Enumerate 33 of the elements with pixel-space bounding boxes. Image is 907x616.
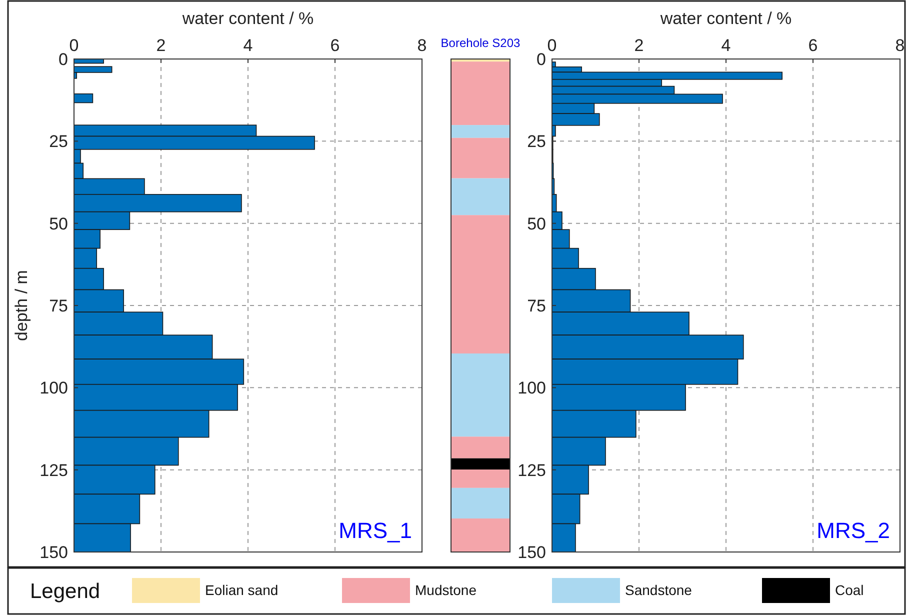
y-tick-label: 100 [40, 378, 68, 398]
legend-label: Eolian sand [205, 582, 278, 598]
y-tick-label: 75 [527, 296, 546, 316]
x-axis-title: water content / % [181, 9, 314, 28]
annotation: MRS_2 [816, 518, 890, 543]
y-tick-label: 125 [40, 460, 68, 480]
y-tick-label: 100 [518, 378, 546, 398]
x-tick-label: 2 [634, 36, 644, 55]
y-tick-label: 50 [527, 214, 546, 234]
legend-label: Mudstone [415, 582, 477, 598]
x-tick-label: 4 [243, 36, 253, 55]
y-tick-label: 50 [49, 214, 68, 234]
y-tick-label: 150 [40, 542, 68, 562]
x-tick-label: 8 [417, 36, 427, 55]
x-tick-label: 8 [895, 36, 905, 55]
y-axis-title: depth / m [12, 270, 31, 341]
y-tick-label: 0 [536, 50, 546, 69]
y-tick-label: 125 [518, 460, 546, 480]
chart-title: Borehole S203 [440, 36, 521, 50]
legend-label: Coal [835, 582, 864, 598]
annotation: MRS_1 [338, 518, 412, 543]
x-tick-label: 2 [156, 36, 166, 55]
y-tick-label: 25 [49, 132, 68, 152]
y-tick-label: 150 [518, 542, 546, 562]
x-tick-label: 6 [330, 36, 340, 55]
legend-label: Sandstone [625, 582, 692, 598]
x-axis-title: water content / % [659, 9, 792, 28]
x-tick-label: 4 [721, 36, 731, 55]
y-tick-label: 0 [58, 50, 68, 69]
x-tick-label: 6 [808, 36, 818, 55]
legend-title: Legend [30, 580, 100, 603]
y-tick-label: 25 [527, 132, 546, 152]
y-tick-label: 75 [49, 296, 68, 316]
